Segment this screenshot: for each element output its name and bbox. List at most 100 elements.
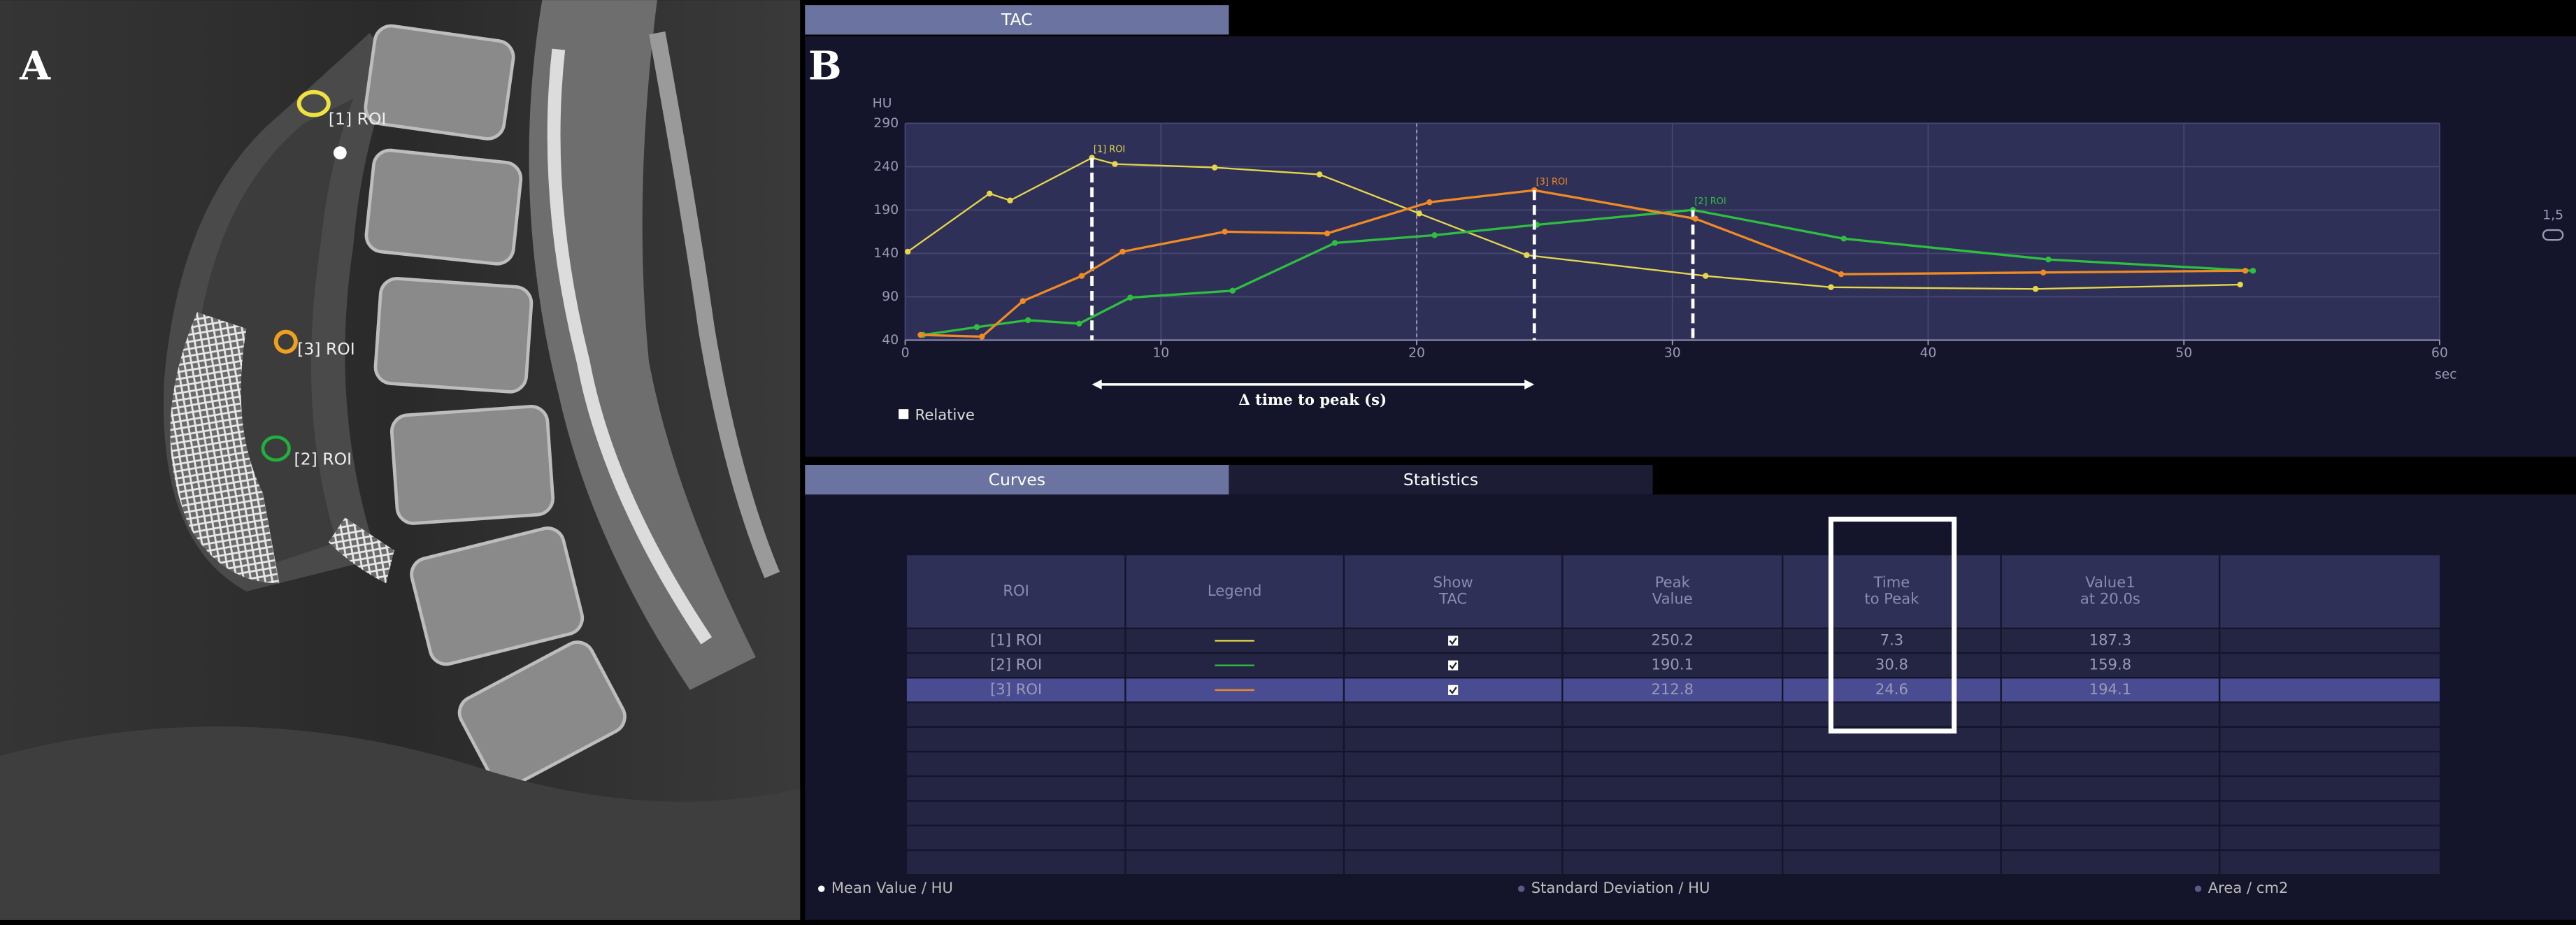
x-tick-label: 30 — [1664, 346, 1681, 361]
point — [1838, 271, 1845, 278]
point — [2237, 281, 2243, 288]
point — [1078, 273, 1085, 279]
side-label: 1,5 — [2542, 208, 2563, 222]
footer-label[interactable]: Mean Value / HU — [831, 879, 953, 896]
bullet[interactable] — [818, 885, 825, 892]
table-header — [906, 555, 2440, 628]
cell: 30.8 — [1875, 656, 1908, 673]
tab-label[interactable]: Statistics — [1403, 470, 1478, 489]
checkbox[interactable] — [1448, 660, 1459, 671]
column-header: ROI — [1003, 582, 1029, 599]
icon[interactable] — [2542, 229, 2564, 241]
point — [1112, 161, 1118, 167]
cell: [3] ROI — [990, 680, 1042, 698]
bullet[interactable] — [1517, 885, 1525, 892]
table-row[interactable] — [906, 703, 2440, 726]
point — [1024, 317, 1031, 324]
roi-label: [3] ROI — [297, 339, 355, 359]
table-row[interactable] — [906, 826, 2440, 849]
table-row[interactable] — [906, 629, 2440, 652]
table-row[interactable] — [906, 727, 2440, 751]
tab-label[interactable]: Curves — [989, 470, 1046, 489]
point — [979, 334, 985, 340]
x-tick-label: 50 — [2175, 346, 2192, 361]
table-row[interactable] — [906, 678, 2440, 702]
point — [2032, 286, 2039, 292]
y-axis-label: HU — [873, 96, 892, 111]
x-tick-label: 10 — [1152, 346, 1169, 361]
point — [1324, 230, 1331, 237]
table-row[interactable] — [906, 851, 2440, 875]
x-axis-label: sec — [2435, 367, 2457, 382]
tab[interactable] — [805, 465, 1229, 495]
point — [1416, 210, 1422, 217]
check — [1449, 637, 1457, 645]
cell: [2] ROI — [990, 656, 1042, 673]
y-tick-label: 90 — [882, 289, 899, 304]
column-header: Value — [1652, 590, 1693, 608]
option-label[interactable]: Relative — [915, 406, 975, 424]
point — [1316, 171, 1323, 178]
tab-label[interactable]: TAC — [1001, 10, 1033, 29]
roi-label: [2] ROI — [294, 449, 352, 468]
tab[interactable] — [805, 5, 1229, 35]
column-header: Peak — [1655, 573, 1691, 591]
point — [2249, 267, 2256, 274]
table-row[interactable] — [906, 654, 2440, 677]
point — [1007, 197, 1013, 203]
point — [1076, 320, 1082, 327]
point — [1229, 287, 1236, 294]
table-row[interactable] — [906, 752, 2440, 776]
checkbox[interactable] — [1448, 684, 1459, 695]
cell: 24.6 — [1875, 680, 1908, 698]
y-tick-label: 290 — [873, 116, 899, 131]
point — [1703, 273, 1709, 279]
bullet[interactable] — [2194, 885, 2202, 892]
column-header: TAC — [1438, 590, 1467, 608]
cell: 190.1 — [1652, 656, 1694, 673]
point — [1211, 164, 1218, 171]
point — [1524, 252, 1530, 259]
point — [1692, 215, 1698, 222]
peak-label: [3] ROI — [1536, 177, 1568, 187]
y-tick-label: 140 — [873, 246, 899, 261]
column-header: Show — [1433, 573, 1473, 591]
point — [904, 248, 911, 255]
footer-label[interactable]: Area / cm2 — [2208, 879, 2289, 896]
point — [987, 190, 993, 197]
peak-label: [2] ROI — [1694, 196, 1726, 207]
cell: 187.3 — [2089, 631, 2131, 648]
point — [1119, 248, 1126, 255]
table-row[interactable] — [906, 777, 2440, 801]
roi-label: [1] ROI — [329, 109, 386, 129]
footer-label[interactable]: Standard Deviation / HU — [1531, 879, 1710, 896]
check — [1449, 661, 1457, 670]
point — [973, 324, 980, 331]
table-row[interactable] — [906, 801, 2440, 825]
peak-label: [1] ROI — [1094, 144, 1125, 155]
y-tick-label: 190 — [873, 203, 899, 217]
point — [2040, 269, 2047, 275]
point — [1331, 240, 1338, 246]
highlight-box — [1828, 517, 1957, 734]
cell: 194.1 — [2089, 680, 2131, 698]
x-tick-label: 60 — [2431, 346, 2448, 361]
y-tick-label: 40 — [882, 333, 899, 347]
tab[interactable] — [1229, 465, 1653, 495]
cell: 212.8 — [1652, 680, 1694, 698]
panel-label: A — [19, 43, 51, 89]
column-header: to Peak — [1864, 590, 1919, 608]
y-tick-label: 240 — [873, 159, 899, 174]
checkbox[interactable] — [1448, 636, 1459, 646]
checkbox[interactable] — [899, 409, 909, 420]
ct-image — [0, 0, 801, 920]
point — [1127, 294, 1133, 301]
point — [1840, 236, 1847, 242]
column-header: Value1 — [2085, 573, 2135, 591]
point — [1019, 298, 1026, 304]
cell: 7.3 — [1880, 631, 1904, 648]
point — [1426, 199, 1433, 206]
x-tick-label: 0 — [901, 346, 910, 361]
